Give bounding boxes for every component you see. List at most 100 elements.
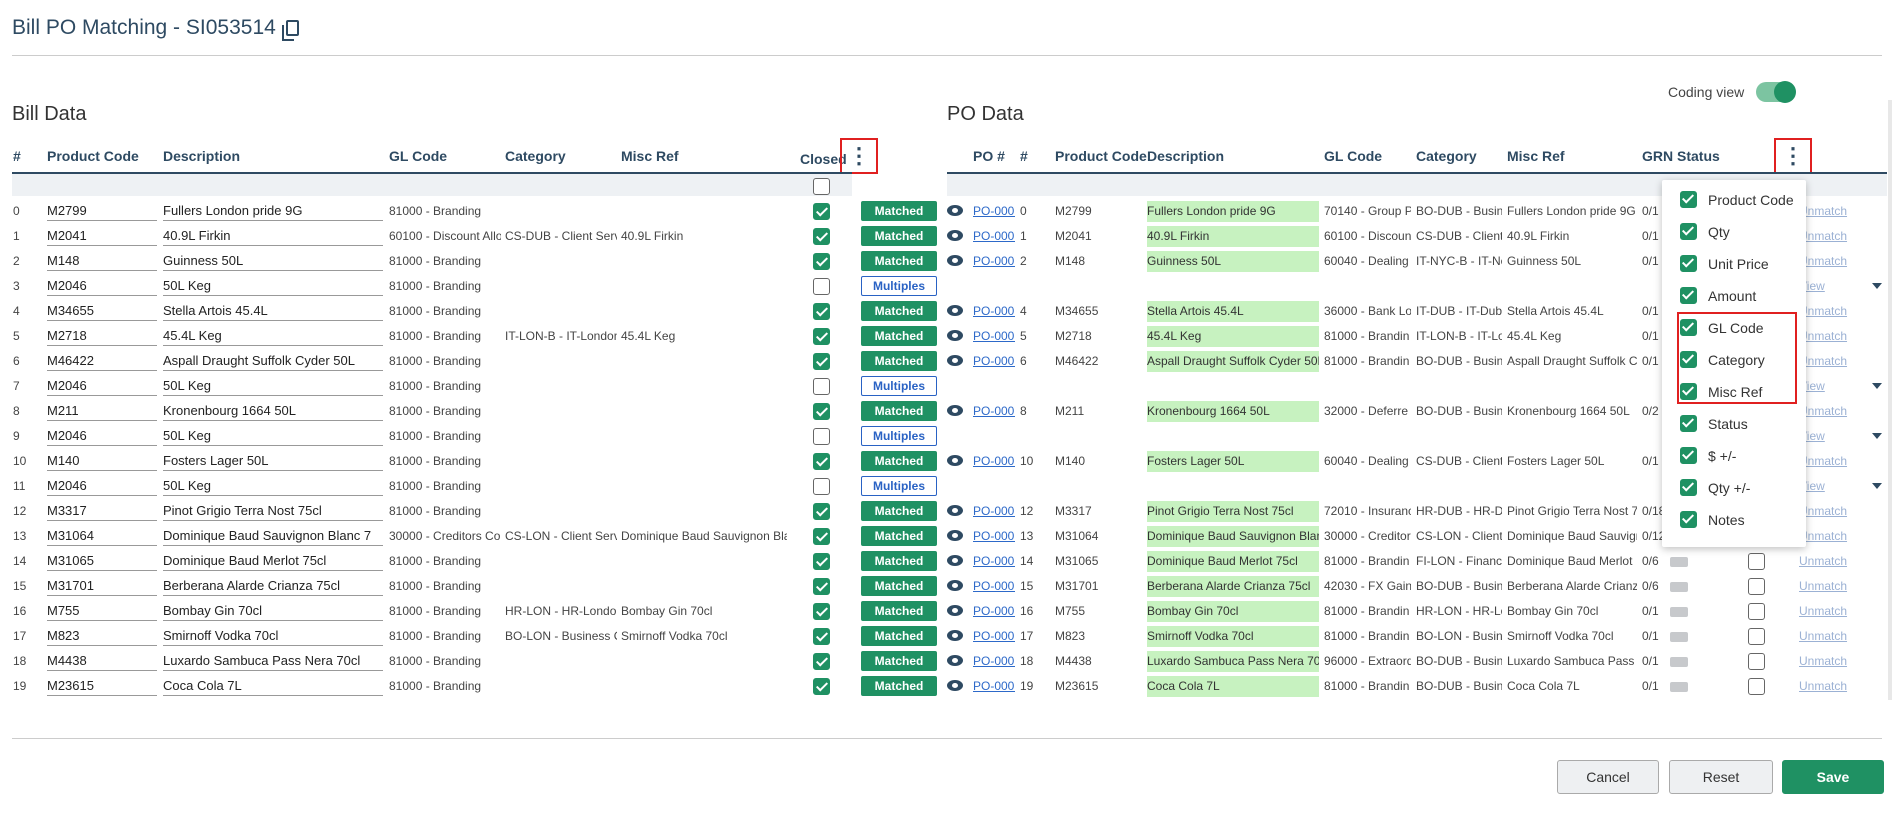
match-status-badge[interactable]: Matched: [861, 501, 937, 521]
view-link[interactable]: View: [1799, 479, 1825, 493]
bill-product-code-field[interactable]: M211: [47, 403, 157, 421]
view-link[interactable]: View: [1799, 279, 1825, 293]
bill-gl-code[interactable]: 81000 - Branding: [389, 304, 482, 318]
closed-checkbox[interactable]: [813, 678, 830, 695]
bill-product-code-field[interactable]: M4438: [47, 653, 157, 671]
bill-col-closed[interactable]: Closed: [800, 151, 847, 167]
column-toggle-item[interactable]: $ +/-: [1680, 447, 1736, 464]
column-toggle-checkbox[interactable]: [1680, 223, 1697, 240]
bill-misc-ref[interactable]: 40.9L Firkin: [621, 229, 684, 243]
unmatch-link[interactable]: Unmatch: [1799, 529, 1848, 543]
bill-gl-code[interactable]: 81000 - Branding: [389, 404, 482, 418]
match-status-badge[interactable]: Matched: [861, 351, 937, 371]
column-toggle-checkbox[interactable]: [1680, 191, 1697, 208]
po-row-checkbox[interactable]: [1748, 578, 1765, 595]
bill-description-field[interactable]: 50L Keg: [163, 378, 383, 396]
closed-checkbox[interactable]: [813, 628, 830, 645]
bill-product-code-field[interactable]: M2799: [47, 203, 157, 221]
po-row-checkbox[interactable]: [1748, 603, 1765, 620]
po-number-link[interactable]: PO-0007: [973, 329, 1015, 343]
cancel-button[interactable]: Cancel: [1557, 760, 1659, 794]
bill-description-field[interactable]: Berberana Alarde Crianza 75cl: [163, 578, 383, 596]
eye-icon[interactable]: [947, 255, 963, 266]
column-toggle-item[interactable]: GL Code: [1680, 319, 1764, 336]
bill-description-field[interactable]: Kronenbourg 1664 50L: [163, 403, 383, 421]
match-status-badge[interactable]: Matched: [861, 651, 937, 671]
unmatch-link[interactable]: Unmatch: [1799, 579, 1848, 593]
bill-gl-code[interactable]: 81000 - Branding: [389, 604, 482, 618]
eye-icon[interactable]: [947, 655, 963, 666]
eye-icon[interactable]: [947, 205, 963, 216]
bill-gl-code[interactable]: 81000 - Branding: [389, 654, 482, 668]
bill-product-code-field[interactable]: M2718: [47, 328, 157, 346]
closed-checkbox[interactable]: [813, 603, 830, 620]
bill-description-field[interactable]: Luxardo Sambuca Pass Nera 70cl: [163, 653, 383, 671]
match-status-badge[interactable]: Matched: [861, 676, 937, 696]
column-toggle-item[interactable]: Category: [1680, 351, 1765, 368]
po-number-link[interactable]: PO-0007: [973, 529, 1015, 543]
bill-misc-ref[interactable]: 45.4L Keg: [621, 329, 676, 343]
bill-category[interactable]: BO-LON - Business O: [505, 629, 617, 643]
bill-description-field[interactable]: Bombay Gin 70cl: [163, 603, 383, 621]
view-link[interactable]: View: [1799, 429, 1825, 443]
bill-product-code-field[interactable]: M46422: [47, 353, 157, 371]
eye-icon[interactable]: [947, 680, 963, 691]
bill-col-category[interactable]: Category: [505, 148, 566, 164]
eye-icon[interactable]: [947, 505, 963, 516]
column-toggle-checkbox[interactable]: [1680, 255, 1697, 272]
po-column-menu-icon[interactable]: ⋮: [1774, 138, 1812, 174]
po-col-po-num[interactable]: PO #: [973, 148, 1005, 164]
po-number-link[interactable]: PO-0007: [973, 404, 1015, 418]
bill-product-code-field[interactable]: M31701: [47, 578, 157, 596]
unmatch-link[interactable]: Unmatch: [1799, 229, 1848, 243]
bill-product-code-field[interactable]: M3317: [47, 503, 157, 521]
bill-gl-code[interactable]: 30000 - Creditors Co: [389, 529, 501, 543]
bill-category[interactable]: CS-DUB - Client Servi: [505, 229, 617, 243]
eye-icon[interactable]: [947, 230, 963, 241]
save-button[interactable]: Save: [1782, 760, 1884, 794]
column-toggle-checkbox[interactable]: [1680, 383, 1697, 400]
bill-description-field[interactable]: Aspall Draught Suffolk Cyder 50L: [163, 353, 383, 371]
match-status-badge[interactable]: Matched: [861, 576, 937, 596]
closed-checkbox[interactable]: [813, 453, 830, 470]
po-col-misc-ref[interactable]: Misc Ref: [1507, 148, 1565, 164]
closed-checkbox[interactable]: [813, 403, 830, 420]
column-toggle-checkbox[interactable]: [1680, 415, 1697, 432]
bill-col-misc-ref[interactable]: Misc Ref: [621, 148, 679, 164]
bill-description-field[interactable]: Dominique Baud Merlot 75cl: [163, 553, 383, 571]
closed-checkbox[interactable]: [813, 578, 830, 595]
unmatch-link[interactable]: Unmatch: [1799, 304, 1848, 318]
closed-checkbox[interactable]: [813, 353, 830, 370]
po-number-link[interactable]: PO-0007: [973, 679, 1015, 693]
bill-product-code-field[interactable]: M2046: [47, 478, 157, 496]
bill-product-code-field[interactable]: M140: [47, 453, 157, 471]
match-status-badge[interactable]: Matched: [861, 451, 937, 471]
bill-column-menu-icon[interactable]: ⋮: [840, 138, 878, 174]
match-status-badge[interactable]: Matched: [861, 326, 937, 346]
bill-gl-code[interactable]: 81000 - Branding: [389, 504, 482, 518]
po-col-product-code[interactable]: Product Code: [1055, 148, 1147, 164]
bill-gl-code[interactable]: 81000 - Branding: [389, 629, 482, 643]
column-toggle-checkbox[interactable]: [1680, 511, 1697, 528]
closed-checkbox[interactable]: [813, 228, 830, 245]
closed-checkbox[interactable]: [813, 378, 830, 395]
po-number-link[interactable]: PO-0007: [973, 629, 1015, 643]
unmatch-link[interactable]: Unmatch: [1799, 454, 1848, 468]
bill-gl-code[interactable]: 60100 - Discount Allo: [389, 229, 501, 243]
bill-description-field[interactable]: Pinot Grigio Terra Nost 75cl: [163, 503, 383, 521]
po-number-link[interactable]: PO-0007: [973, 654, 1015, 668]
bill-product-code-field[interactable]: M34655: [47, 303, 157, 321]
coding-view-toggle[interactable]: [1756, 81, 1797, 103]
bill-product-code-field[interactable]: M2041: [47, 228, 157, 246]
bill-gl-code[interactable]: 81000 - Branding: [389, 429, 482, 443]
unmatch-link[interactable]: Unmatch: [1799, 504, 1848, 518]
eye-icon[interactable]: [947, 355, 963, 366]
po-col-gl-code[interactable]: GL Code: [1324, 148, 1383, 164]
bill-col-description[interactable]: Description: [163, 148, 241, 164]
closed-checkbox[interactable]: [813, 253, 830, 270]
bill-gl-code[interactable]: 81000 - Branding: [389, 254, 482, 268]
bill-description-field[interactable]: Coca Cola 7L: [163, 678, 383, 696]
copy-icon[interactable]: [281, 20, 299, 41]
match-status-badge[interactable]: Matched: [861, 226, 937, 246]
reset-button[interactable]: Reset: [1669, 760, 1773, 794]
